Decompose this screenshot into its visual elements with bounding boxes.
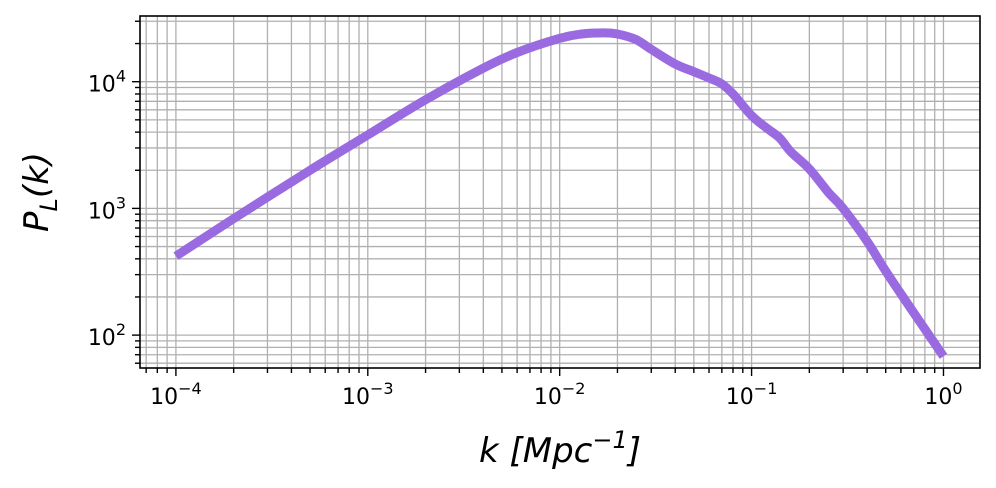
y-tick-labels: 102 103 104 [88,67,126,351]
x-tick-label: 10−4 [150,379,202,410]
y-tick-label: 103 [88,193,126,224]
x-tick-labels: 10−4 10−3 10−2 10−1 100 [150,379,962,410]
x-axis-label: k [Mpc−1] [479,426,641,471]
x-tick-label: 10−1 [726,379,778,410]
y-tick-label: 102 [88,320,126,351]
x-tick-label: 10−3 [342,379,394,410]
y-axis-label: PL(k) [17,152,63,232]
x-tick-label: 10−2 [534,379,586,410]
y-tick-label: 104 [88,67,126,98]
series-group [173,28,948,359]
tick-marks [132,20,945,376]
x-tick-label: 100 [924,379,962,410]
major-grid [140,16,980,368]
series-line [173,28,948,359]
